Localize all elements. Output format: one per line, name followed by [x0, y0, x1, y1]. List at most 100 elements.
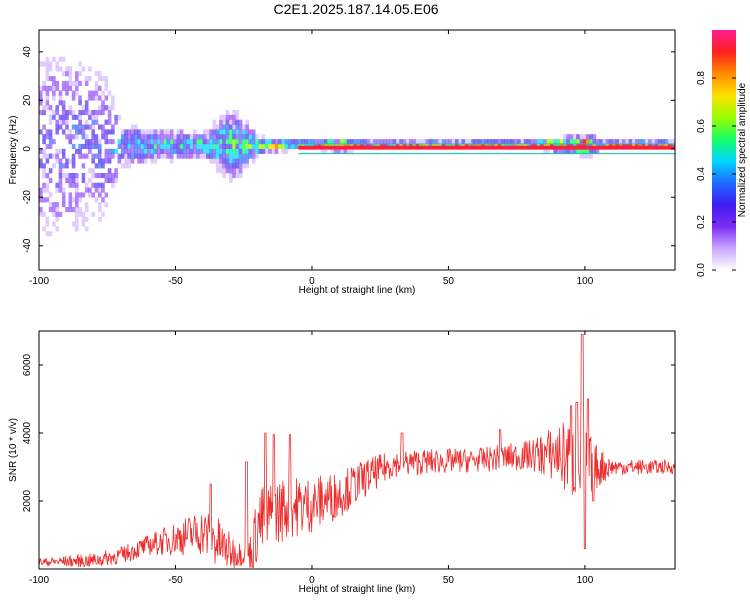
spectrogram-cell — [88, 114, 92, 120]
spectrogram-cell — [520, 139, 525, 145]
spectrogram-cell — [42, 148, 46, 154]
spectrogram-cell — [255, 153, 259, 159]
spectrogram-cell — [39, 197, 43, 203]
spectrogram-cell — [39, 90, 43, 96]
spectrogram-cell — [137, 134, 141, 140]
spectrogram-cell — [589, 148, 593, 154]
spectrogram-cell — [48, 134, 53, 140]
spectrogram-cell — [235, 119, 240, 125]
spectrogram-cell — [45, 221, 50, 227]
spectrogram-cell — [61, 80, 66, 86]
spectrogram-cell — [52, 95, 56, 101]
spectrogram-cell — [134, 153, 138, 159]
spectrogram-cell — [91, 173, 95, 179]
spectrogram-cell — [166, 129, 171, 135]
spectrogram-cell — [173, 139, 177, 145]
spectrogram-cell — [78, 211, 82, 217]
spectrogram-cell — [45, 95, 50, 101]
x-tick-label: -100 — [29, 575, 49, 586]
spectrogram-cell — [235, 158, 240, 164]
spectrogram-cell — [52, 207, 56, 213]
spectrogram-cell — [671, 139, 675, 145]
spectrogram-cell — [307, 139, 312, 145]
spectrogram-cell — [222, 148, 226, 154]
y-tick-label: 6000 — [22, 353, 33, 376]
y-tick-label: -40 — [22, 238, 33, 253]
spectrogram-cell — [343, 139, 348, 145]
spectrogram-cell — [166, 148, 171, 154]
spectrogram-cell — [212, 143, 217, 149]
spectrogram-cell — [229, 143, 233, 149]
spectrogram-cell — [58, 124, 63, 130]
spectrogram-cell — [75, 134, 79, 140]
colorbar-tick-label: 0.8 — [696, 71, 707, 85]
spectrogram-cell — [631, 139, 636, 145]
spectrogram-cell — [81, 129, 86, 135]
spectrogram-cell — [225, 110, 230, 116]
spectrogram-cell — [602, 139, 606, 145]
spectrogram-cell — [225, 143, 230, 149]
spectrogram-cell — [225, 139, 230, 145]
spectrogram-cell — [150, 129, 154, 135]
spectrogram-cell — [471, 139, 475, 145]
spectrogram-cell — [625, 139, 629, 145]
spectrogram-cell — [84, 207, 89, 213]
spectrogram-cell — [58, 100, 63, 106]
spectrogram-cell — [176, 129, 181, 135]
spectrogram-cell — [150, 139, 154, 145]
spectrogram-cell — [52, 110, 56, 116]
spectrogram-cell — [409, 139, 413, 145]
spectrogram-cell — [68, 85, 73, 91]
spectrogram-cell — [232, 110, 236, 116]
spectrogram-cell — [595, 139, 600, 145]
spectrogram-cell — [94, 173, 99, 179]
spectrogram-cell — [396, 139, 400, 145]
spectrogram-cell — [225, 114, 230, 120]
spectrogram-cell — [65, 163, 69, 169]
x-tick-label: 0 — [309, 575, 315, 586]
spectrogram-cell — [71, 207, 76, 213]
spectrogram-cell — [55, 207, 59, 213]
spectrogram-cell — [111, 124, 115, 130]
spectrogram-cell — [58, 95, 63, 101]
x-tick-label: 100 — [577, 276, 594, 287]
spectrogram-cell — [163, 134, 168, 140]
spectrogram-cell — [39, 207, 43, 213]
spectrogram-cell — [507, 139, 511, 145]
spectrogram-cell — [78, 119, 82, 125]
spectrogram-cell — [238, 158, 243, 164]
spectrogram-cell — [235, 129, 240, 135]
spectrogram-cell — [196, 148, 200, 154]
spectrogram-cell — [514, 139, 518, 145]
spectrogram-cell — [641, 139, 646, 145]
spectrogram-cell — [579, 134, 584, 140]
spectrogram-cell — [78, 71, 82, 77]
spectrogram-cell — [48, 143, 53, 149]
spectrogram-cell — [107, 105, 112, 111]
spectrogram-cell — [61, 173, 66, 179]
spectrogram-cell — [84, 76, 89, 82]
spectrogram-cell — [219, 168, 223, 174]
spectrogram-cell — [232, 153, 236, 159]
spectrogram-cell — [251, 139, 256, 145]
spectrogram-cell — [94, 153, 99, 159]
spectrogram-cell — [559, 139, 564, 145]
spectrogram-cell — [84, 187, 89, 193]
spectrogram-cell — [137, 139, 141, 145]
spectrogram-cell — [451, 139, 456, 145]
spectrogram-cell — [101, 197, 105, 203]
spectrogram-cell — [225, 119, 230, 125]
spectrogram-cell — [81, 153, 86, 159]
spectrogram-cell — [206, 153, 210, 159]
x-tick-label: 50 — [443, 276, 455, 287]
spectrogram-cell — [91, 139, 95, 145]
x-tick-label: -100 — [29, 276, 49, 287]
spectrogram-cell — [120, 148, 125, 154]
spectrogram-cell — [65, 85, 69, 91]
colorbar-label: Normalized spectral amplitude — [737, 82, 748, 217]
spectrogram-cell — [360, 139, 364, 145]
snr-y-ticks: 2000 4000 6000 — [22, 353, 675, 512]
spectrogram-cell — [75, 216, 79, 222]
spectrogram-cell — [52, 153, 56, 159]
y-tick-label: -20 — [22, 190, 33, 205]
